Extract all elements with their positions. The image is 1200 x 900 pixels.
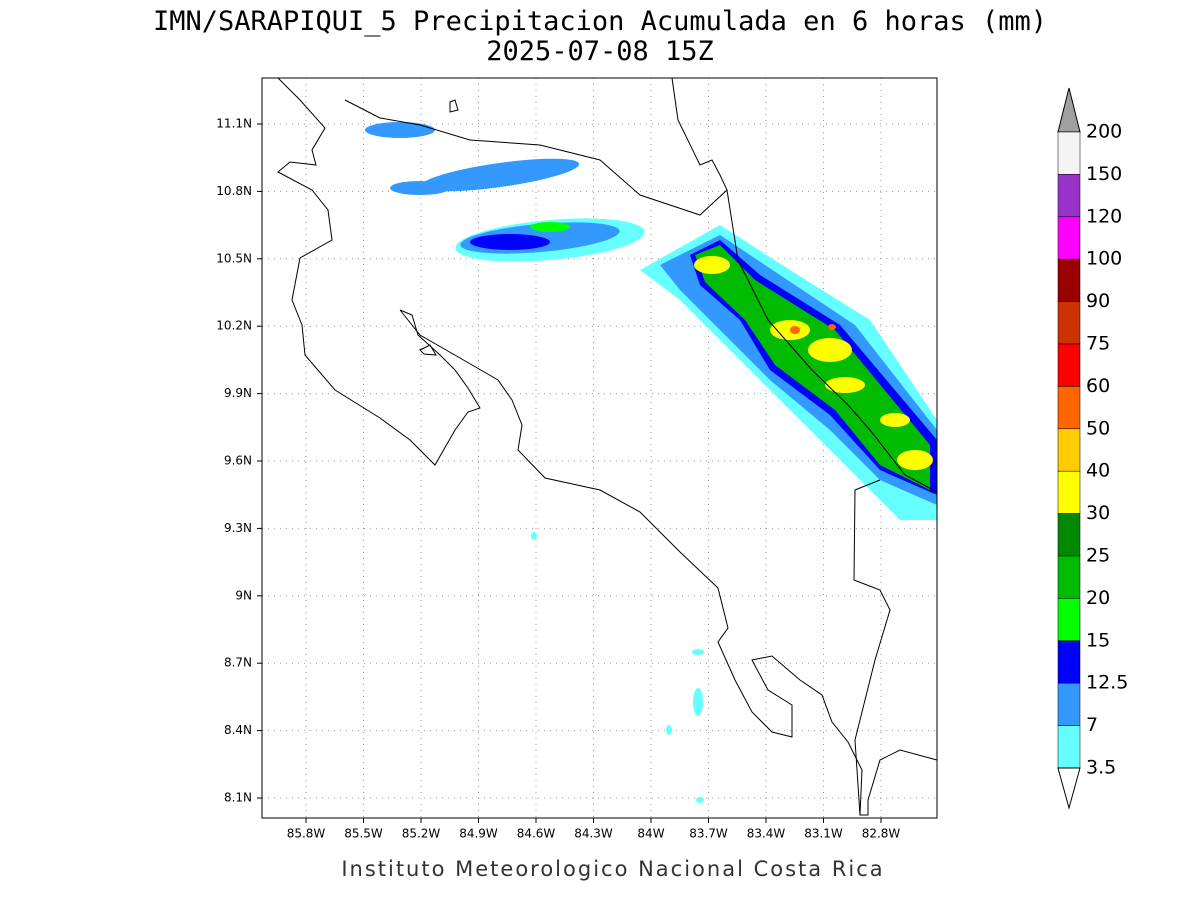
colorbar-label: 12.5	[1086, 672, 1128, 694]
title: IMN/SARAPIQUI_5 Precipitacion Acumulada …	[153, 6, 1047, 37]
lon-label: 84.9W	[459, 827, 498, 841]
rain-area	[695, 245, 930, 490]
coastlines	[277, 77, 938, 816]
colorbar-under	[1057, 767, 1081, 810]
rain-area	[694, 256, 730, 274]
lon-label: 85.8W	[287, 827, 326, 841]
lon-label: 85.5W	[344, 827, 383, 841]
lat-label: 9.3N	[224, 521, 252, 535]
colorbar-label: 150	[1086, 163, 1122, 185]
rain-area	[365, 122, 435, 138]
lat-label: 8.4N	[224, 723, 252, 737]
colorbar-label: 50	[1086, 417, 1110, 439]
rain-area	[470, 234, 550, 250]
rain-area	[790, 326, 800, 334]
lon-label: 83.4W	[747, 827, 786, 841]
colorbar-label: 25	[1086, 545, 1110, 567]
lon-label: 84W	[637, 827, 664, 841]
colorbar-label: 60	[1086, 375, 1110, 397]
map-frame	[261, 77, 938, 819]
border	[344, 99, 728, 216]
colorbar-segment	[1057, 682, 1081, 726]
lon-label: 84.3W	[574, 827, 613, 841]
colorbar-segment	[1057, 131, 1081, 175]
rain-area	[420, 158, 580, 192]
lat-label: 11.1N	[216, 117, 252, 131]
colorbar-segment	[1057, 470, 1081, 514]
colorbar-label: 20	[1086, 587, 1110, 609]
caribbean-coast	[671, 77, 938, 493]
rain-area	[696, 797, 704, 803]
colorbar-label: 200	[1086, 121, 1122, 143]
lat-label: 9N	[235, 588, 252, 602]
colorbar-label: 15	[1086, 629, 1110, 651]
lat-label: 8.1N	[224, 791, 252, 805]
colorbar-segment	[1057, 640, 1081, 684]
lon-label: 84.6W	[517, 827, 556, 841]
footer: Instituto Meteorologico Nacional Costa R…	[341, 857, 884, 881]
colorbar-segment	[1057, 301, 1081, 345]
island	[419, 344, 437, 356]
rain-area	[828, 324, 836, 330]
colorbar-segment	[1057, 428, 1081, 472]
colorbar-segment	[1057, 386, 1081, 430]
pacific-coast	[277, 77, 863, 816]
colorbar-segment	[1057, 216, 1081, 260]
island	[449, 99, 459, 113]
colorbar-label: 120	[1086, 205, 1122, 227]
lat-label: 8.7N	[224, 656, 252, 670]
precipitation	[365, 122, 937, 803]
rain-area	[808, 338, 852, 362]
rain-area	[825, 377, 865, 393]
colorbar-segment	[1057, 555, 1081, 599]
rain-area	[693, 688, 703, 716]
rain-area	[897, 450, 933, 470]
lat-label: 9.6N	[224, 454, 252, 468]
rain-area	[692, 649, 704, 655]
subtitle: 2025-07-08 15Z	[486, 36, 714, 67]
lat-label: 9.9N	[224, 386, 252, 400]
colorbar-label: 90	[1086, 290, 1110, 312]
colorbar-label: 30	[1086, 502, 1110, 524]
rain-area	[531, 532, 537, 540]
colorbar-label: 100	[1086, 248, 1122, 270]
colorbar-segment	[1057, 343, 1081, 387]
rain-area	[666, 725, 672, 735]
rain-area	[880, 413, 910, 427]
panama-coast	[853, 479, 938, 816]
colorbar-segment	[1057, 174, 1081, 218]
colorbar-label: 7	[1086, 714, 1098, 736]
lon-label: 83.7W	[689, 827, 728, 841]
lat-label: 10.2N	[216, 319, 252, 333]
colorbar: 200 150 120 100 90 75 60 50 40 30 25 20 15 12.5 7 3.5	[1057, 87, 1128, 810]
grid: 85.8W 85.5W 85.2W 84.9W 84.6W 84.3W 84W 83.7W 83…	[216, 78, 937, 841]
colorbar-segment	[1057, 258, 1081, 302]
colorbar-over	[1057, 87, 1081, 133]
lat-label: 10.5N	[216, 251, 252, 265]
colorbar-segment	[1057, 513, 1081, 557]
colorbar-label: 3.5	[1086, 757, 1116, 779]
lon-label: 85.2W	[402, 827, 441, 841]
lat-label: 10.8N	[216, 184, 252, 198]
lon-label: 83.1W	[804, 827, 843, 841]
colorbar-label: 40	[1086, 460, 1110, 482]
rain-area	[530, 222, 570, 232]
lon-label: 82.8W	[862, 827, 901, 841]
colorbar-segment	[1057, 598, 1081, 642]
rain-area	[390, 181, 450, 195]
colorbar-segment	[1057, 725, 1081, 769]
colorbar-label: 75	[1086, 333, 1110, 355]
